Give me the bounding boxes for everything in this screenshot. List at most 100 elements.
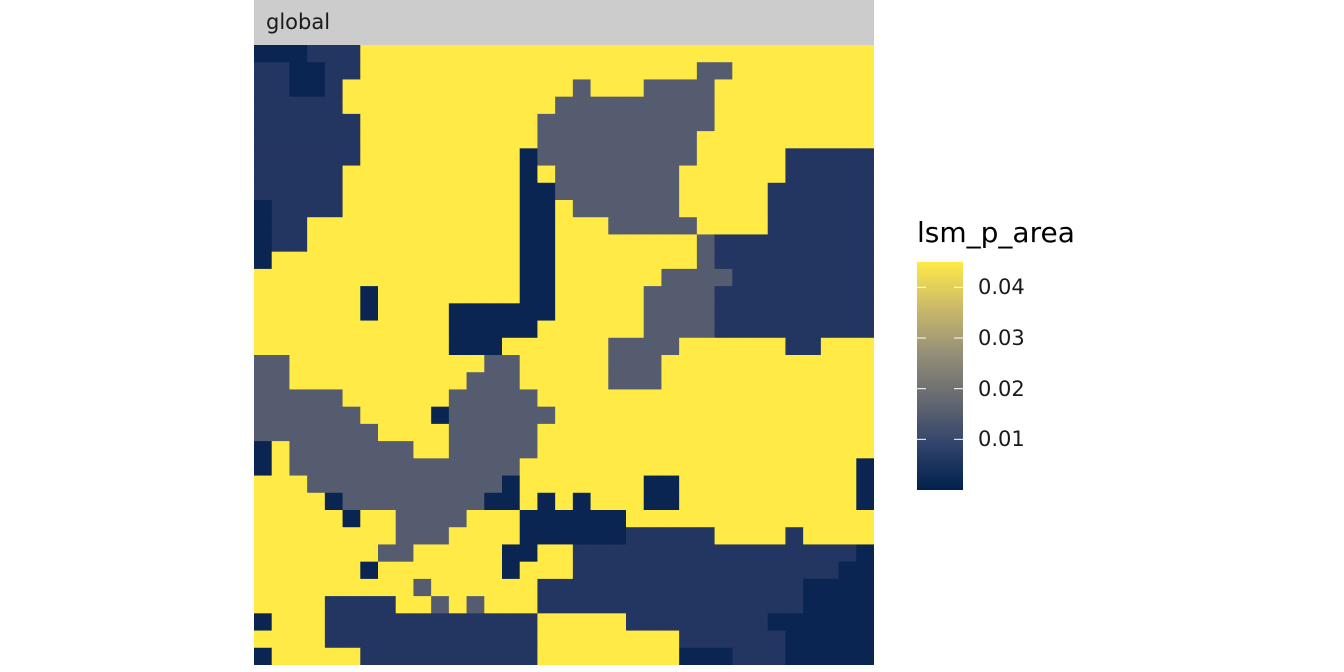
raster-cell [803, 527, 822, 546]
raster-cell [608, 79, 627, 98]
raster-cell [289, 389, 308, 408]
raster-cell [555, 613, 574, 632]
raster-cell [608, 406, 627, 425]
raster-cell [324, 286, 344, 304]
raster-cell [803, 148, 822, 167]
raster-cell [448, 647, 468, 665]
raster-cell [502, 113, 521, 132]
raster-cell [820, 561, 840, 580]
raster-cell [856, 182, 874, 201]
raster-cell [608, 337, 627, 356]
raster-cell [484, 441, 503, 459]
raster-cell [626, 62, 645, 81]
raster-cell [572, 613, 592, 632]
raster-cell [413, 251, 432, 270]
raster-cell [254, 510, 273, 528]
raster-cell [572, 234, 592, 253]
raster-cell [289, 492, 308, 511]
raster-cell [661, 62, 680, 81]
raster-cell [378, 131, 397, 149]
raster-map [254, 45, 874, 665]
raster-cell [714, 613, 733, 632]
raster-cell [519, 96, 539, 115]
raster-cell [466, 630, 485, 649]
raster-cell [767, 527, 787, 546]
raster-cell [590, 492, 609, 511]
raster-cell [803, 423, 822, 442]
raster-cell [502, 441, 521, 459]
raster-cell [324, 578, 344, 597]
raster-cell [360, 372, 379, 391]
raster-cell [572, 96, 592, 115]
raster-cell [466, 286, 485, 304]
raster-cell [254, 492, 273, 511]
raster-cell [856, 423, 874, 442]
raster-cell [785, 182, 804, 201]
raster-cell [431, 561, 450, 580]
raster-cell [360, 182, 379, 201]
raster-cell [679, 62, 698, 81]
raster-cell [643, 544, 663, 563]
raster-cell [572, 578, 592, 597]
raster-cell [785, 62, 804, 81]
raster-cell [785, 544, 804, 563]
raster-cell [307, 45, 326, 63]
raster-cell [572, 492, 592, 511]
raster-cell [856, 217, 874, 236]
raster-cell [378, 337, 397, 356]
raster-cell [378, 165, 397, 184]
raster-cell [696, 355, 716, 373]
raster-cell [448, 96, 468, 115]
raster-cell [342, 251, 361, 270]
raster-cell [643, 303, 663, 322]
raster-cell [502, 475, 521, 494]
raster-cell [572, 165, 592, 184]
raster-cell [431, 148, 450, 167]
raster-cell [342, 148, 361, 167]
raster-cell [856, 458, 874, 477]
raster-cell [519, 372, 539, 391]
raster-cell [254, 596, 273, 614]
raster-cell [590, 320, 609, 339]
raster-cell [679, 492, 698, 511]
raster-cell [661, 492, 680, 511]
legend-gradient [917, 262, 963, 490]
raster-cell [360, 96, 379, 115]
raster-cell [643, 200, 663, 218]
raster-cell [342, 510, 361, 528]
raster-cell [448, 544, 468, 563]
raster-cell [572, 406, 592, 425]
raster-cell [643, 613, 663, 632]
raster-cell [608, 527, 627, 546]
raster-cell [820, 337, 840, 356]
raster-cell [324, 389, 344, 408]
raster-cell [342, 131, 361, 149]
raster-cell [714, 389, 733, 408]
raster-cell [484, 286, 503, 304]
raster-cell [661, 131, 680, 149]
raster-cell [395, 320, 415, 339]
raster-cell [767, 286, 787, 304]
raster-cell [714, 527, 733, 546]
raster-cell [856, 647, 874, 665]
raster-cell [785, 561, 804, 580]
raster-cell [608, 113, 627, 132]
raster-cell [714, 45, 733, 63]
raster-cell [732, 458, 751, 477]
raster-cell [838, 320, 857, 339]
raster-cell [750, 630, 769, 649]
raster-cell [307, 630, 326, 649]
raster-cell [519, 182, 539, 201]
raster-cell [803, 389, 822, 408]
raster-cell [378, 355, 397, 373]
raster-cell [307, 613, 326, 632]
raster-cell [750, 303, 769, 322]
raster-cell [572, 544, 592, 563]
raster-cell [785, 234, 804, 253]
raster-cell [856, 544, 874, 563]
raster-cell [413, 630, 432, 649]
raster-cell [466, 200, 485, 218]
raster-cell [413, 561, 432, 580]
raster-cell [307, 647, 326, 665]
raster-cell [289, 527, 308, 546]
